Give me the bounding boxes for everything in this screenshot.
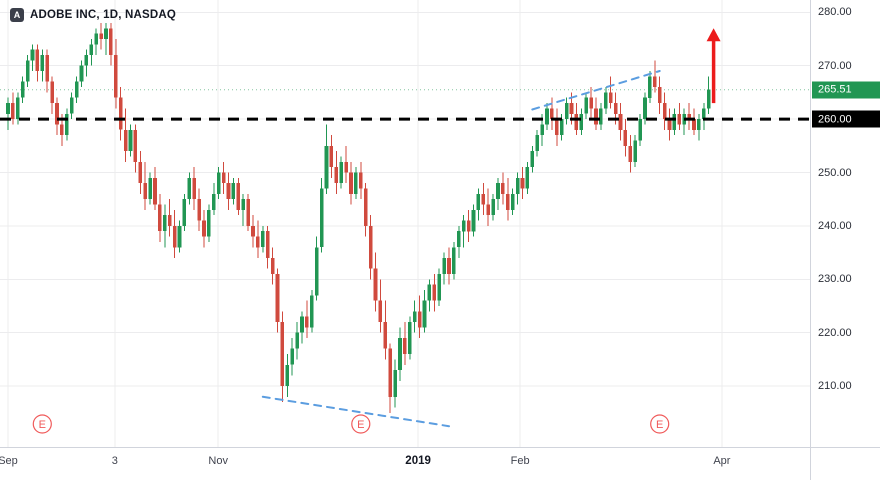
- current-price-badge: 265.51: [812, 81, 880, 99]
- svg-text:E: E: [357, 419, 364, 431]
- time-axis-label: Nov: [208, 455, 228, 467]
- price-axis-label: 230.00: [818, 273, 852, 286]
- symbol-header: A ADOBE INC, 1D, NASDAQ: [10, 8, 176, 22]
- price-axis[interactable]: 265.51 260.00 280.00270.00260.00250.0024…: [810, 0, 880, 447]
- time-axis-label: Feb: [510, 455, 530, 467]
- grid-lines: [0, 0, 810, 447]
- time-axis-label: 2019: [405, 455, 431, 467]
- level-price-badge: 260.00: [812, 110, 880, 128]
- axis-corner: [810, 447, 880, 480]
- trendline[interactable]: [261, 395, 450, 428]
- time-axis[interactable]: Sep 3 Nov 2019 Feb Apr: [0, 447, 810, 480]
- svg-text:E: E: [656, 419, 663, 431]
- svg-text:E: E: [39, 419, 46, 431]
- price-axis-label: 240.00: [818, 219, 852, 232]
- arrow-up-head[interactable]: [706, 28, 721, 42]
- trendline[interactable]: [531, 70, 661, 111]
- candlestick-series: [6, 23, 711, 413]
- symbol-title[interactable]: ADOBE INC, 1D, NASDAQ: [30, 9, 177, 21]
- price-axis-label: 220.00: [818, 326, 852, 339]
- price-axis-label: 270.00: [818, 59, 852, 72]
- price-axis-label: 280.00: [818, 6, 852, 19]
- price-axis-label: 250.00: [818, 166, 852, 179]
- earnings-marker[interactable]: E: [32, 414, 52, 434]
- time-axis-label: 3: [111, 455, 118, 467]
- earnings-marker[interactable]: E: [351, 414, 371, 434]
- time-axis-label: Apr: [713, 455, 731, 467]
- earnings-marker[interactable]: E: [650, 414, 670, 434]
- price-axis-label: 210.00: [818, 380, 852, 393]
- time-axis-label: Sep: [0, 455, 18, 467]
- symbol-logo-icon: A: [10, 8, 24, 22]
